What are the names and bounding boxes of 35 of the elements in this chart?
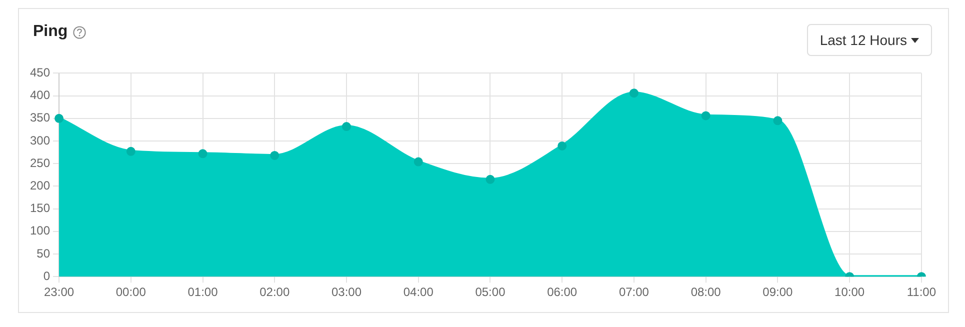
x-tick-label: 11:00 [906, 285, 936, 300]
x-tick-label: 02:00 [260, 285, 290, 300]
point [773, 116, 782, 126]
point [342, 122, 351, 132]
x-tick-label: 06:00 [547, 285, 578, 300]
point [126, 146, 136, 156]
point [414, 157, 423, 166]
point [629, 88, 638, 98]
y-tick-label: 400 [30, 88, 50, 102]
x-tick-label: 23:00 [44, 285, 74, 300]
point [270, 150, 280, 160]
y-tick-label: 200 [30, 178, 50, 193]
chart-title: Ping [33, 23, 68, 41]
text: Last 12 Hours [820, 32, 907, 48]
y-tick-label: 300 [30, 133, 50, 148]
x-tick-label: 03:00 [331, 285, 362, 300]
point [198, 149, 208, 158]
x-tick-label: 09:00 [762, 285, 794, 300]
y-tick-label: 50 [36, 246, 50, 260]
point [486, 174, 495, 184]
x-tick-label: 00:00 [116, 285, 146, 300]
x-tick-label: 01:00 [188, 285, 218, 300]
y-tick-label: 350 [30, 110, 50, 125]
x-tick-label: 07:00 [618, 285, 650, 300]
y-tick-label: 450 [30, 66, 50, 80]
point [701, 111, 710, 120]
y-tick-label: 0 [43, 268, 50, 283]
x-tick-label: 04:00 [403, 285, 434, 300]
x-tick-label: 05:00 [475, 285, 506, 300]
x-tick-label: 10:00 [834, 285, 865, 300]
y-tick-label: 150 [30, 201, 50, 216]
y-tick-label: 100 [30, 224, 50, 238]
x-tick-label: 08:00 [690, 285, 722, 300]
point [558, 141, 567, 150]
y-tick-label: 250 [30, 156, 50, 170]
